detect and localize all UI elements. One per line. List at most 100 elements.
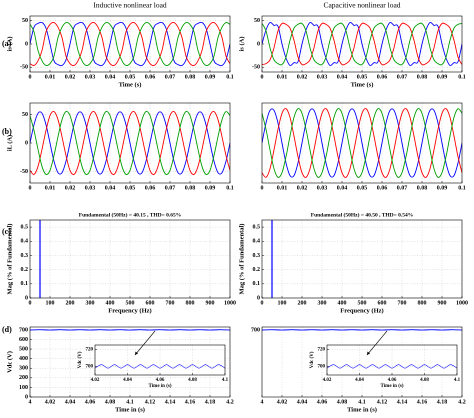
x-tick-label: 200 (298, 300, 307, 306)
x-tick-label: 0.03 (317, 74, 328, 80)
line (262, 22, 462, 66)
y-tick-label: 0.4 (253, 239, 261, 245)
x-tick-label: 0 (29, 300, 32, 306)
line (95, 364, 225, 369)
x-tick-label: 600 (146, 300, 155, 306)
y-axis-label: is (A) (238, 37, 245, 52)
y-tick-label: 200 (19, 375, 28, 381)
x-tick-label: 0.09 (437, 185, 448, 191)
y-tick-label: 50 (254, 18, 260, 24)
x-tick-label: 0.04 (105, 185, 116, 191)
x-tick-label: 4 (261, 399, 264, 405)
x-tick-label: 900 (438, 300, 447, 306)
x-axis-label: Frequency (Hz) (340, 307, 383, 314)
x-tick-label: 4.2 (226, 399, 234, 405)
plot-frame (261, 219, 463, 299)
x-tick-label: 0.03 (85, 74, 96, 80)
x-tick-label: 400 (106, 300, 115, 306)
plot-frame (29, 219, 231, 299)
x-tick-label: 0.08 (417, 74, 428, 80)
x-tick-label: 0.01 (45, 185, 56, 191)
x-tick-label: 0.05 (125, 74, 136, 80)
y-tick-label: 700 (318, 365, 326, 370)
plot-frame (29, 102, 231, 184)
x-tick-label: 4.12 (145, 399, 156, 405)
x-tick-label: 4.08 (337, 399, 348, 405)
x-tick-label: 4.02 (277, 399, 288, 405)
pointer-head (367, 351, 370, 355)
x-tick-label: 0.06 (377, 74, 388, 80)
line (30, 21, 230, 67)
x-tick-label: 0.1 (458, 74, 466, 80)
x-tick-label: 4.08 (105, 399, 116, 405)
x-tick-label: 4.06 (85, 399, 96, 405)
plot-marks (327, 364, 457, 369)
x-tick-label: 4.14 (397, 399, 408, 405)
x-tick-label: 200 (66, 300, 75, 306)
plot-marks (271, 220, 273, 298)
x-tick-label: 4.02 (323, 378, 332, 383)
x-tick-label: 300 (318, 300, 327, 306)
y-tick-label: -50 (252, 65, 260, 71)
plot-frame (326, 344, 458, 376)
pointer-arrow (366, 330, 388, 356)
column-title: Inductive nonlinear load (93, 1, 167, 10)
y-axis-label: is (A) (6, 37, 13, 52)
x-tick-label: 4.16 (185, 399, 196, 405)
x-tick-label: 4.06 (317, 399, 328, 405)
y-tick-label: -50 (20, 65, 28, 71)
plot-frame (261, 102, 463, 184)
y-tick-label: 400 (19, 356, 28, 362)
x-tick-label: 1000 (224, 300, 236, 306)
y-tick-label: 0.5 (253, 224, 261, 230)
x-tick-label: 500 (358, 300, 367, 306)
plot-frame (261, 15, 463, 73)
x-tick-label: 4.1 (454, 378, 461, 383)
line (30, 111, 230, 175)
y-tick-label: 0.1 (253, 281, 261, 287)
x-tick-label: 4.18 (205, 399, 216, 405)
y-tick-label: 50 (22, 18, 28, 24)
x-tick-label: 300 (86, 300, 95, 306)
x-tick-label: 800 (418, 300, 427, 306)
row-label: (a) (2, 39, 12, 48)
bar (39, 220, 41, 298)
x-tick-label: 0.07 (165, 185, 176, 191)
x-tick-label: 0.09 (205, 185, 216, 191)
x-tick-label: 0.01 (45, 74, 56, 80)
plot-frame (94, 344, 226, 376)
x-tick-label: 4.04 (123, 378, 132, 383)
x-tick-label: 0.08 (417, 185, 428, 191)
x-tick-label: 4.18 (437, 399, 448, 405)
x-axis-label: Frequency (Hz) (108, 307, 151, 314)
line (327, 364, 457, 369)
x-tick-label: 0.04 (337, 185, 348, 191)
y-tick-label: 700 (251, 327, 260, 333)
x-axis-label: Time in (s) (149, 384, 172, 389)
x-axis-label: Time in (s) (115, 406, 145, 413)
x-tick-label: 0.1 (226, 185, 234, 191)
x-tick-label: 4.06 (156, 378, 165, 383)
x-tick-label: 0.09 (437, 74, 448, 80)
x-tick-label: 0.01 (277, 74, 288, 80)
y-axis-label: Vdc (V) (310, 351, 315, 368)
x-tick-label: 0.05 (125, 185, 136, 191)
plot-area (30, 220, 230, 298)
y-tick-label: 100 (19, 385, 28, 391)
y-tick-label: 720 (318, 347, 326, 352)
y-axis-label: Vdc (V) (78, 351, 83, 368)
line (262, 22, 462, 66)
plot-frame (261, 326, 463, 398)
x-axis-label: Time (s) (351, 81, 374, 88)
x-tick-label: 4.06 (388, 378, 397, 383)
y-tick-label: 0.3 (253, 253, 261, 259)
x-tick-label: 1000 (456, 300, 468, 306)
x-tick-label: 4.02 (45, 399, 56, 405)
x-tick-label: 0.02 (65, 185, 76, 191)
plot-marks (30, 21, 230, 67)
x-tick-label: 0.08 (185, 185, 196, 191)
y-tick-label: 0 (25, 140, 28, 146)
line (262, 108, 462, 178)
x-tick-label: 100 (278, 300, 287, 306)
